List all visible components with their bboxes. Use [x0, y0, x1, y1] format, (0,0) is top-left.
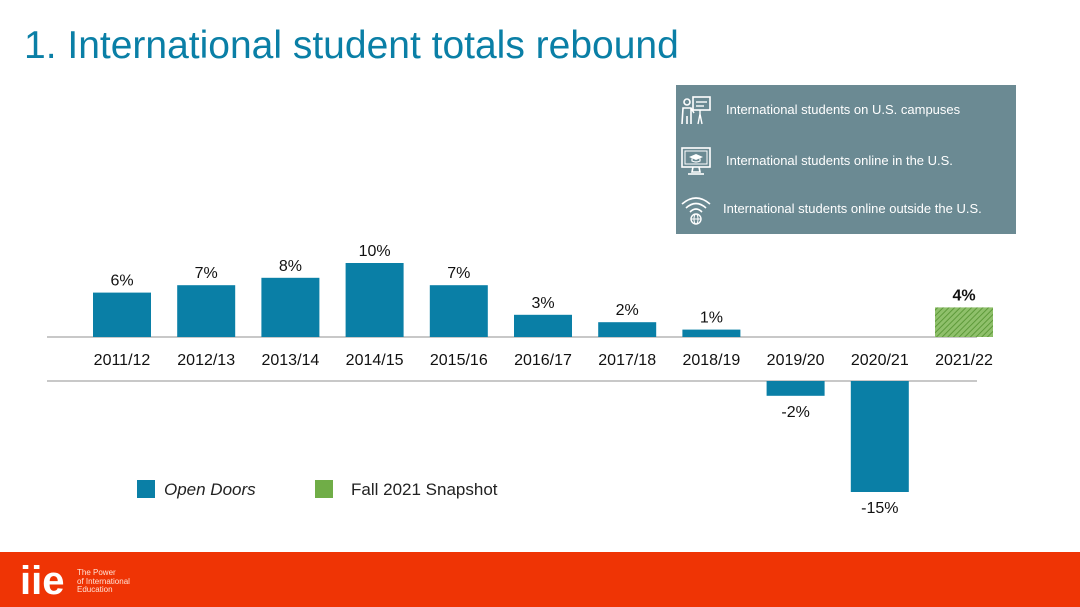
category-label-2021-22: 2021/22	[935, 352, 993, 369]
category-label-2014-15: 2014/15	[346, 352, 404, 369]
data-label-2017-18: 2%	[616, 302, 639, 319]
category-label-2011-12: 2011/12	[94, 352, 151, 369]
info-label-online-outside: International students online outside th…	[723, 201, 982, 216]
monitor-graduation-cap-icon	[681, 147, 711, 175]
tagline-line-1: The Power	[77, 568, 116, 577]
footer-tagline: The Power of International Education	[77, 568, 130, 595]
tagline-line-3: Education	[77, 585, 113, 594]
bar-2020-21	[850, 381, 909, 492]
growth-bar-chart: 2011/12 2012/13 2013/14 2014/15 2015/16 2016/…	[47, 243, 993, 517]
page-title: 1. International student totals rebound	[24, 24, 679, 67]
data-label-2020-21: -15%	[861, 500, 898, 517]
category-label-2019-20: 2019/20	[767, 352, 825, 369]
info-label-online-us: International students online in the U.S…	[726, 153, 953, 168]
data-label-2019-20: -2%	[781, 404, 809, 421]
category-label-2020-21: 2020/21	[851, 352, 909, 369]
category-label-2016-17: 2016/17	[514, 352, 572, 369]
presenter-board-icon	[681, 96, 711, 125]
data-label-2014-15: 10%	[359, 243, 391, 260]
category-label-2013-14: 2013/14	[261, 352, 319, 369]
wifi-globe-icon	[681, 197, 711, 225]
legend-label-open-doors: Open Doors	[164, 480, 256, 499]
bar-2016-17	[514, 314, 572, 337]
bar-2013-14	[261, 277, 320, 337]
data-label-2021-22: 4%	[952, 287, 975, 304]
tagline-line-2: of International	[77, 576, 130, 586]
data-label-2018-19: 1%	[700, 310, 723, 327]
bar-2012-13	[177, 285, 236, 337]
legend-swatch-open-doors	[137, 480, 155, 498]
info-row-online-us: International students online in the U.S…	[676, 143, 1016, 179]
student-categories-box: International students on U.S. campuses …	[676, 85, 1016, 234]
category-label-2017-18: 2017/18	[598, 352, 656, 369]
bar-2015-16	[429, 285, 488, 337]
bar-2017-18	[598, 322, 657, 337]
info-row-campus: International students on U.S. campuses	[676, 92, 1016, 128]
legend-swatch-snapshot	[315, 480, 333, 498]
data-label-2013-14: 8%	[279, 258, 302, 275]
info-row-online-outside: International students online outside th…	[676, 191, 1016, 227]
legend-label-snapshot: Fall 2021 Snapshot	[351, 480, 498, 499]
category-label-2015-16: 2015/16	[430, 352, 488, 369]
bar-2011-12	[93, 292, 151, 337]
bar-2021-22	[935, 307, 993, 337]
category-label-2018-19: 2018/19	[682, 352, 740, 369]
data-label-2011-12: 6%	[110, 273, 133, 290]
data-label-2016-17: 3%	[531, 295, 554, 312]
footer-bar: iie The Power of International Education	[0, 552, 1080, 607]
iie-logo: iie	[20, 559, 64, 600]
data-label-2015-16: 7%	[447, 265, 470, 282]
info-label-campus: International students on U.S. campuses	[726, 102, 961, 117]
data-label-2012-13: 7%	[195, 265, 218, 282]
bar-2019-20	[766, 381, 825, 396]
svg-text:iie: iie	[20, 559, 64, 600]
bar-2018-19	[682, 329, 741, 337]
bar-2014-15	[345, 263, 404, 337]
category-label-2012-13: 2012/13	[177, 352, 235, 369]
chart-legend: Open Doors Fall 2021 Snapshot	[137, 480, 498, 499]
